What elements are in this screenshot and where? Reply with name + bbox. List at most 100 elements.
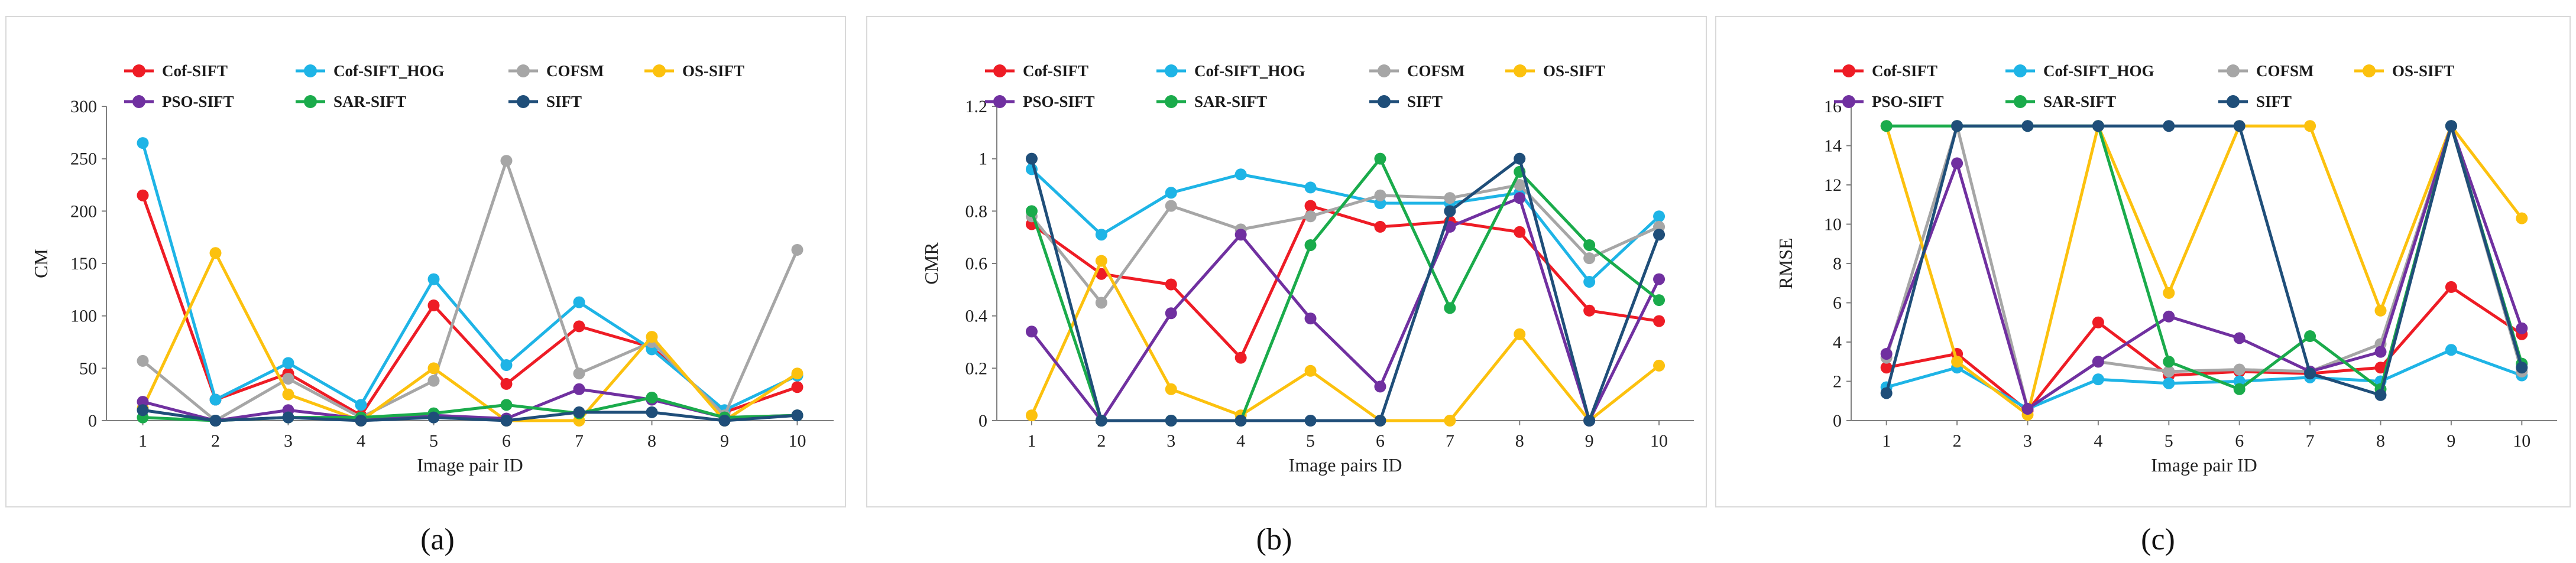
data-point [2516, 322, 2528, 334]
data-point [573, 367, 585, 380]
legend-label: PSO-SIFT [162, 93, 234, 110]
data-point [2163, 377, 2175, 389]
x-tick-label: 4 [1236, 431, 1245, 451]
data-point [1234, 168, 1247, 181]
data-point [2233, 363, 2246, 376]
legend-swatch-marker [517, 95, 530, 108]
data-point [1514, 226, 1526, 238]
panel-frame [1715, 16, 2571, 507]
data-point [1374, 220, 1386, 233]
legend-label: SIFT [1407, 93, 1443, 110]
data-point [500, 399, 513, 411]
y-tick-label: 0.2 [965, 359, 988, 378]
data-point [1165, 187, 1177, 199]
data-point [2092, 373, 2104, 386]
panel-frame [5, 16, 846, 507]
y-tick-label: 2 [1833, 372, 1842, 392]
data-point [1444, 415, 1456, 427]
data-point [2163, 310, 2175, 323]
legend-swatch-marker [1842, 64, 1855, 77]
data-point [1234, 352, 1247, 364]
data-point [2163, 120, 2175, 132]
x-tick-label: 8 [2376, 431, 2385, 451]
data-point [791, 409, 803, 422]
legend-label: Cof-SIFT [1023, 62, 1088, 80]
y-tick-label: 0.6 [965, 254, 988, 274]
data-point [282, 357, 294, 369]
y-tick-label: 50 [79, 359, 97, 378]
legend-swatch-marker [1842, 95, 1855, 108]
data-point [1304, 365, 1317, 377]
data-point [1165, 415, 1177, 427]
data-point [1234, 415, 1247, 427]
legend-swatch-marker [304, 95, 317, 108]
data-point [646, 331, 658, 343]
legend-swatch-marker [1378, 64, 1391, 77]
data-point [427, 273, 440, 285]
data-point [2021, 403, 2034, 415]
data-point [1653, 229, 1666, 241]
data-point [137, 137, 149, 149]
chart-panel-1: 0 50 100 150 200 250 300 1 2 3 4 5 6 7 8 9 10 Image pair … [5, 16, 846, 557]
data-point [282, 411, 294, 424]
x-tick-label: 2 [1097, 431, 1106, 451]
series-line [1886, 285, 2523, 412]
x-tick-label: 7 [2306, 431, 2315, 451]
x-tick-label: 8 [647, 431, 656, 451]
legend-swatch-marker [1165, 95, 1178, 108]
data-point [427, 411, 440, 424]
data-point [2374, 346, 2387, 358]
x-tick-label: 5 [1306, 431, 1315, 451]
y-tick-label: 0 [978, 411, 987, 431]
data-point [1165, 383, 1177, 395]
data-point [355, 415, 367, 427]
data-point [1653, 210, 1666, 223]
data-point [1165, 307, 1177, 320]
data-point [1514, 328, 1526, 340]
series-line [1031, 168, 1660, 284]
legend-label: Cof-SIFT [1872, 62, 1937, 80]
data-point [573, 320, 585, 333]
data-point [1095, 297, 1107, 309]
panel-caption: (a) [420, 523, 455, 557]
series-line [1030, 259, 1660, 422]
data-point [1583, 252, 1596, 265]
legend-label: PSO-SIFT [1872, 93, 1944, 110]
data-point [1653, 273, 1666, 285]
data-point [646, 391, 658, 403]
data-point [1514, 179, 1526, 191]
data-point [791, 367, 803, 380]
data-point [1880, 362, 1893, 374]
x-tick-label: 10 [789, 431, 806, 451]
data-point [791, 381, 803, 393]
panel-caption: (b) [1256, 523, 1292, 557]
y-tick-label: 300 [70, 97, 97, 116]
y-tick-label: 16 [1824, 97, 1842, 116]
data-point [1951, 356, 1963, 368]
data-point [355, 399, 367, 411]
x-tick-label: 4 [2094, 431, 2102, 451]
data-point [427, 299, 440, 311]
data-point [427, 375, 440, 387]
x-axis-label: Image pair ID [2151, 454, 2257, 476]
data-point [1444, 302, 1456, 314]
y-tick-label: 0.8 [965, 201, 988, 221]
legend-label: SAR-SIFT [2043, 93, 2116, 110]
legend-label: Cof-SIFT_HOG [1194, 62, 1305, 80]
y-tick-label: 250 [70, 149, 97, 169]
data-point [137, 354, 149, 367]
data-point [1304, 415, 1317, 427]
y-tick-label: 0 [1833, 411, 1842, 431]
series-line [1031, 204, 1660, 360]
series-line [1885, 124, 2523, 411]
data-point [1583, 276, 1596, 288]
legend-swatch-marker [2363, 64, 2376, 77]
legend-label: SIFT [2256, 93, 2292, 110]
x-tick-label: 5 [429, 431, 438, 451]
data-point [1374, 152, 1386, 165]
data-point [2092, 356, 2104, 368]
x-tick-label: 9 [1585, 431, 1594, 451]
data-point [1880, 387, 1893, 399]
data-point [2163, 356, 2175, 368]
